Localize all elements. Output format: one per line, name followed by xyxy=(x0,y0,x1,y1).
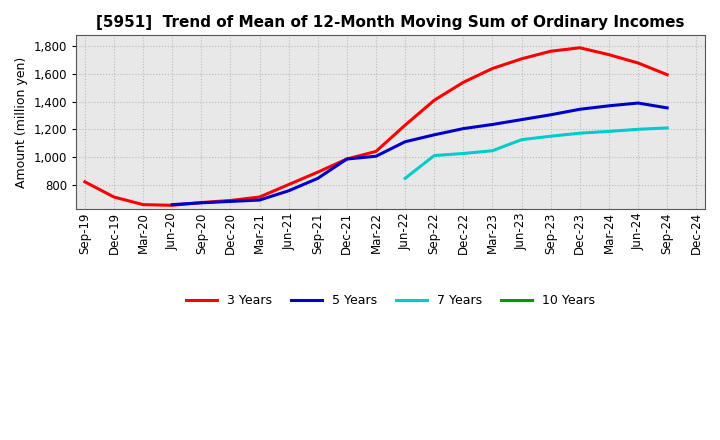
5 Years xyxy=(401,139,410,144)
Line: 3 Years: 3 Years xyxy=(85,48,667,205)
7 Years xyxy=(517,137,526,142)
3 Years xyxy=(459,80,468,85)
3 Years xyxy=(343,156,351,161)
3 Years xyxy=(139,202,148,207)
Y-axis label: Amount (million yen): Amount (million yen) xyxy=(15,57,28,188)
3 Years xyxy=(372,149,380,154)
Line: 5 Years: 5 Years xyxy=(172,103,667,205)
5 Years xyxy=(284,188,293,194)
7 Years xyxy=(430,153,438,158)
7 Years xyxy=(401,176,410,181)
3 Years xyxy=(226,198,235,203)
3 Years xyxy=(81,179,89,184)
5 Years xyxy=(634,100,642,106)
5 Years xyxy=(372,154,380,159)
3 Years xyxy=(575,45,584,51)
7 Years xyxy=(634,127,642,132)
5 Years xyxy=(488,122,497,127)
5 Years xyxy=(605,103,613,108)
5 Years xyxy=(343,156,351,161)
7 Years xyxy=(546,134,555,139)
Line: 7 Years: 7 Years xyxy=(405,128,667,178)
5 Years xyxy=(517,117,526,122)
5 Years xyxy=(459,126,468,131)
3 Years xyxy=(197,200,206,205)
5 Years xyxy=(197,200,206,205)
5 Years xyxy=(575,106,584,112)
5 Years xyxy=(226,199,235,204)
3 Years xyxy=(663,72,672,77)
5 Years xyxy=(546,112,555,117)
5 Years xyxy=(313,176,322,181)
3 Years xyxy=(605,52,613,57)
3 Years xyxy=(109,194,118,200)
3 Years xyxy=(401,122,410,128)
3 Years xyxy=(168,203,176,208)
5 Years xyxy=(663,105,672,110)
7 Years xyxy=(575,131,584,136)
5 Years xyxy=(255,198,264,203)
7 Years xyxy=(663,125,672,131)
3 Years xyxy=(313,169,322,175)
5 Years xyxy=(430,132,438,137)
3 Years xyxy=(284,182,293,187)
Title: [5951]  Trend of Mean of 12-Month Moving Sum of Ordinary Incomes: [5951] Trend of Mean of 12-Month Moving … xyxy=(96,15,685,30)
7 Years xyxy=(459,151,468,156)
3 Years xyxy=(546,48,555,54)
Legend: 3 Years, 5 Years, 7 Years, 10 Years: 3 Years, 5 Years, 7 Years, 10 Years xyxy=(181,289,600,312)
3 Years xyxy=(488,66,497,71)
3 Years xyxy=(517,56,526,62)
7 Years xyxy=(605,129,613,134)
7 Years xyxy=(488,148,497,154)
3 Years xyxy=(634,60,642,66)
3 Years xyxy=(255,194,264,200)
5 Years xyxy=(168,202,176,207)
3 Years xyxy=(430,98,438,103)
